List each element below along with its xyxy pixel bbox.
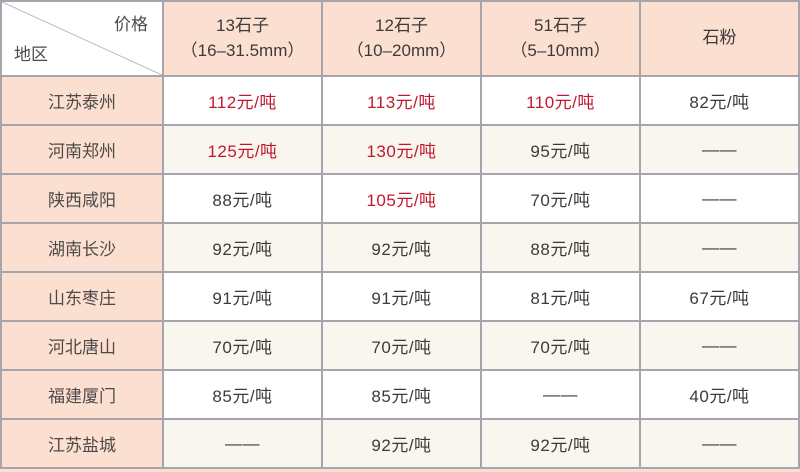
price-cell: 85元/吨 [164, 371, 321, 418]
price-cell: 92元/吨 [164, 224, 321, 271]
price-cell: 92元/吨 [482, 420, 639, 467]
price-cell: —— [641, 126, 798, 173]
price-cell: —— [641, 224, 798, 271]
price-cell: 70元/吨 [323, 322, 480, 369]
price-cell: —— [641, 420, 798, 467]
price-cell: —— [482, 371, 639, 418]
price-cell: 91元/吨 [164, 273, 321, 320]
price-cell: 112元/吨 [164, 77, 321, 124]
region-cell: 江苏盐城 [2, 420, 162, 467]
price-cell: —— [641, 322, 798, 369]
price-cell: 88元/吨 [482, 224, 639, 271]
region-cell: 河北唐山 [2, 322, 162, 369]
region-cell: 陕西咸阳 [2, 175, 162, 222]
header-line2: （5–10mm） [510, 40, 611, 60]
price-cell: 88元/吨 [164, 175, 321, 222]
price-cell: 91元/吨 [323, 273, 480, 320]
region-cell: 湖南长沙 [2, 224, 162, 271]
price-cell: 70元/吨 [482, 322, 639, 369]
corner-cell: 价格 地区 [2, 2, 162, 75]
price-cell: —— [164, 420, 321, 467]
price-cell: 92元/吨 [323, 420, 480, 467]
price-cell: —— [641, 175, 798, 222]
column-header-51shizi: 51石子 （5–10mm） [482, 2, 639, 75]
column-header-shifen: 石粉 [641, 2, 798, 75]
price-cell: 113元/吨 [323, 77, 480, 124]
region-cell: 福建厦门 [2, 371, 162, 418]
price-cell: 130元/吨 [323, 126, 480, 173]
diagonal-divider-line [2, 2, 162, 75]
price-cell: 92元/吨 [323, 224, 480, 271]
region-cell: 山东枣庄 [2, 273, 162, 320]
price-cell: 110元/吨 [482, 77, 639, 124]
price-cell: 81元/吨 [482, 273, 639, 320]
price-cell: 70元/吨 [482, 175, 639, 222]
price-cell: 67元/吨 [641, 273, 798, 320]
column-header-13shizi: 13石子 （16–31.5mm） [164, 2, 321, 75]
region-cell: 江苏泰州 [2, 77, 162, 124]
corner-region-label: 地区 [14, 45, 48, 64]
price-cell: 82元/吨 [641, 77, 798, 124]
column-header-12shizi: 12石子 （10–20mm） [323, 2, 480, 75]
corner-price-label: 价格 [114, 15, 148, 34]
price-cell: 70元/吨 [164, 322, 321, 369]
header-line1: 石粉 [702, 28, 737, 48]
header-line1: 12石子 [375, 15, 428, 35]
price-cell: 85元/吨 [323, 371, 480, 418]
header-line2: （10–20mm） [346, 40, 457, 60]
header-line2: （16–31.5mm） [180, 40, 305, 60]
price-cell: 40元/吨 [641, 371, 798, 418]
region-cell: 河南郑州 [2, 126, 162, 173]
header-line1: 13石子 [216, 15, 269, 35]
header-line1: 51石子 [534, 15, 587, 35]
price-cell: 95元/吨 [482, 126, 639, 173]
price-cell: 125元/吨 [164, 126, 321, 173]
price-cell: 105元/吨 [323, 175, 480, 222]
